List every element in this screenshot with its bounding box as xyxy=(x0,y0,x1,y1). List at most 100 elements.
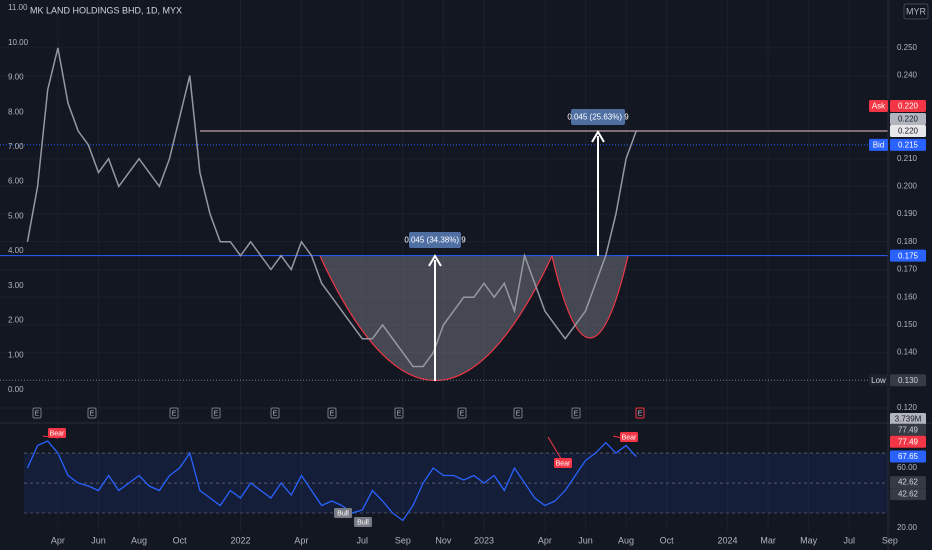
price-lines xyxy=(0,130,888,381)
rsi-signal: Bull xyxy=(337,510,349,517)
earnings-marker: E xyxy=(516,410,521,417)
price-tag-label: 0.215 xyxy=(898,140,919,149)
price-tag xyxy=(890,125,926,138)
rsi-signal: Bear xyxy=(622,434,637,441)
y-left-tick-label: 5.00 xyxy=(8,211,24,220)
y-tick-label: 0.140 xyxy=(897,348,918,357)
price-tag-label: 0.220 xyxy=(898,115,919,124)
rsi-signal-box xyxy=(620,432,638,442)
y-left-tick-label: 0.00 xyxy=(8,385,24,394)
plot xyxy=(26,47,637,522)
y-tick-label: 0.200 xyxy=(897,182,918,191)
price-tag-name: Low xyxy=(871,376,886,385)
earnings-marker: E xyxy=(460,410,465,417)
price-tag-name-box xyxy=(869,100,888,113)
y-tick-label: 0.210 xyxy=(897,154,918,163)
y-tick-label: 0.120 xyxy=(897,403,918,412)
volume-tag xyxy=(890,413,926,425)
price-tag xyxy=(890,113,926,126)
rsi-tag xyxy=(890,476,926,489)
x-tick-label: Sep xyxy=(395,535,411,545)
x-tick-label: Sep xyxy=(882,535,898,545)
x-tick-label: Aug xyxy=(131,535,147,545)
x-tick-label: 2023 xyxy=(474,535,494,545)
price-tag-name-box xyxy=(869,138,888,151)
earnings-marker: E xyxy=(330,410,335,417)
y-left-tick-label: 2.00 xyxy=(8,316,24,325)
y-tick-label: 0.190 xyxy=(897,209,918,218)
rsi-tag xyxy=(890,488,926,501)
price-tag-label: 0.175 xyxy=(898,251,919,260)
rsi-tag xyxy=(890,435,926,448)
x-tick-label: Jul xyxy=(844,535,856,545)
x-tick-label: Jun xyxy=(91,535,106,545)
earnings-box xyxy=(211,407,221,419)
price-tag xyxy=(890,249,926,262)
rsi-signal-box xyxy=(334,508,352,518)
x-tick-label: 2024 xyxy=(718,535,738,545)
y-left-tick-label: 8.00 xyxy=(8,107,24,116)
price-tag xyxy=(890,100,926,113)
rsi-tag xyxy=(890,423,926,436)
x-tick-label: Jul xyxy=(357,535,369,545)
earnings-marker: E xyxy=(273,410,278,417)
rsi-signal: Bull xyxy=(357,519,369,526)
price-tag-name: Ask xyxy=(872,102,886,111)
earnings-box xyxy=(457,407,467,419)
measure-box xyxy=(409,232,461,248)
y-left-tick-label: 10.00 xyxy=(8,38,29,47)
earnings-marker: E xyxy=(214,410,219,417)
y-left-tick-label: 9.00 xyxy=(8,73,24,82)
price-tag xyxy=(890,374,926,387)
earnings-box xyxy=(394,407,404,419)
price-tag-name-box xyxy=(869,374,888,387)
rsi-signal: Bear xyxy=(556,460,571,467)
y-tick-label: 0.160 xyxy=(897,292,918,301)
y-left-tick-label: 6.00 xyxy=(8,177,24,186)
price-tag-label: 0.220 xyxy=(898,102,919,111)
currency: MYR xyxy=(906,6,927,16)
earnings-marker: E xyxy=(397,410,402,417)
rsi-tag-label: 42.62 xyxy=(898,478,919,487)
earnings-marker: E xyxy=(172,410,177,417)
earnings-box xyxy=(169,407,179,419)
measure-label: 0.045 (25.63%) 9 xyxy=(567,113,629,122)
rsi-tag-label: 77.49 xyxy=(898,437,919,446)
rsi-signal: Bear xyxy=(50,430,65,437)
y-tick-label: 0.250 xyxy=(897,43,918,52)
volume-tag-label: 3.739M xyxy=(895,415,922,424)
arrow-head xyxy=(428,254,442,267)
rsi-tag-label: 42.62 xyxy=(898,490,919,499)
x-tick-label: Mar xyxy=(760,535,776,545)
price-tag-label: 0.220 xyxy=(898,127,919,136)
rsi-tick-label: 60.00 xyxy=(897,463,918,472)
rsi-line xyxy=(26,440,637,522)
earnings-box xyxy=(513,407,523,419)
earnings-marker: E xyxy=(574,410,579,417)
price-tag xyxy=(890,138,926,151)
x-tick-label: Oct xyxy=(660,535,675,545)
price-tag-label: 0.130 xyxy=(898,376,919,385)
arrow-head xyxy=(591,130,605,143)
earnings-marker: E xyxy=(35,410,40,417)
y-tick-label: 0.180 xyxy=(897,237,918,246)
x-tick-label: 2022 xyxy=(230,535,250,545)
earnings-box xyxy=(32,407,42,419)
divergence-line xyxy=(547,436,564,463)
x-tick-label: Nov xyxy=(435,535,452,545)
measure-box xyxy=(571,109,625,125)
earnings-box xyxy=(571,407,581,419)
x-tick-label: Jun xyxy=(578,535,593,545)
chart-title: MK LAND HOLDINGS BHD, 1D, MYX xyxy=(30,5,182,15)
price-tag-name: Bid xyxy=(873,140,885,149)
rsi-tag-label: 77.49 xyxy=(898,425,919,434)
x-tick-label: Apr xyxy=(538,535,552,545)
earnings-box xyxy=(635,407,645,419)
measure-label: 0.045 (34.38%) 9 xyxy=(404,236,466,245)
y-tick-label: 0.240 xyxy=(897,71,918,80)
y-tick-label: 0.150 xyxy=(897,320,918,329)
rsi-tag xyxy=(890,450,926,463)
rsi-tag-label: 67.65 xyxy=(898,452,919,461)
